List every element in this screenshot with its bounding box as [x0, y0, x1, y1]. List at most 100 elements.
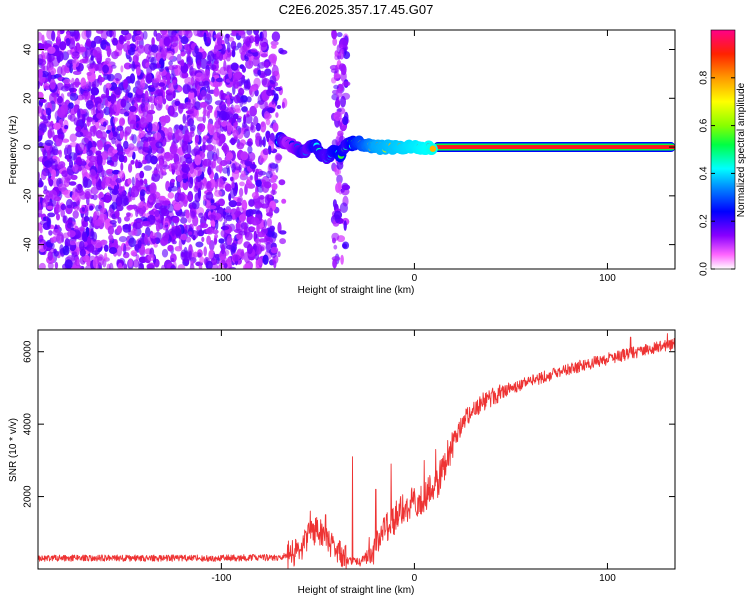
- spectrogram-noise-cell: [111, 127, 116, 132]
- spectrogram-noise-cell: [93, 35, 103, 44]
- spectrogram-noise-cell: [206, 235, 212, 245]
- spectrogram-ytick-label: 40: [23, 44, 34, 56]
- spectrogram-noise-cell: [57, 34, 61, 40]
- spectrogram-noise-cell: [271, 44, 277, 49]
- spectrogram-noise-cell: [58, 149, 63, 158]
- spectrogram-noise-cell: [202, 114, 206, 124]
- spectrogram-noise-cell: [232, 129, 239, 138]
- spectrogram-noise-cell: [183, 251, 191, 263]
- spectrogram-noise-cell: [225, 55, 231, 62]
- spectrogram-noise-cell: [226, 128, 232, 137]
- spectrogram-xtick-label: 0: [412, 273, 418, 284]
- spectrogram-noise-cell: [174, 246, 183, 252]
- spectrogram-noise-cell: [205, 260, 213, 269]
- spectrogram-noise-cell: [143, 132, 152, 143]
- spectrogram-noise-cell: [254, 33, 260, 45]
- spectrogram-noise-cell: [260, 121, 265, 128]
- spectrogram-noise-cell: [47, 212, 56, 218]
- spectrogram-noise-cell: [208, 205, 217, 210]
- spectrogram-noise-cell: [106, 129, 111, 134]
- spectrogram-noise-cell: [217, 117, 222, 126]
- spectrogram-noise-cell: [91, 231, 98, 242]
- snr-xtick-label: 0: [412, 573, 418, 584]
- spectrogram-noise-cell: [239, 187, 244, 197]
- spectrogram-noise-cell: [199, 182, 205, 191]
- spectrogram-noise-cell: [137, 239, 142, 249]
- spectrogram-ytick-label: -40: [23, 237, 34, 252]
- spectrogram-noise-cell: [114, 209, 120, 219]
- spectrogram-noise-cell: [213, 109, 218, 119]
- spectrogram-noise-cell: [226, 235, 232, 247]
- spectrogram-noise-cell: [195, 225, 201, 231]
- spectrogram-noise-cell: [245, 141, 253, 146]
- spectrogram-noise-cell: [97, 133, 103, 138]
- spectrogram-signal: [274, 132, 675, 165]
- spectrogram-noise-cell: [154, 209, 160, 218]
- spectrogram-noise-cell: [79, 46, 87, 53]
- spectrogram-noise-cell: [76, 259, 80, 266]
- spectrogram-noise-cell: [194, 134, 200, 144]
- spectrogram-noise-cell: [192, 235, 196, 241]
- spectrogram-noise-cell: [150, 155, 158, 165]
- spectrogram-noise-cell: [176, 174, 183, 183]
- spectrogram-noise-cell: [85, 99, 94, 110]
- spectrogram-noise-cell: [277, 251, 281, 258]
- spectrogram-noise-cell: [232, 214, 236, 221]
- spectrogram-noise-cell: [270, 40, 279, 46]
- spectrogram-noise-cell: [220, 244, 226, 255]
- spectrogram-noise-cell: [333, 111, 342, 122]
- spectrogram-noise-cell: [233, 104, 241, 113]
- spectrogram-noise-cell: [86, 244, 95, 252]
- spectrogram-noise-cell: [159, 38, 163, 47]
- spectrogram-noise-cell: [47, 251, 53, 261]
- spectrogram-noise-cell: [43, 149, 48, 160]
- spectrogram-noise-cell: [243, 222, 248, 233]
- snr-frame: [37, 329, 676, 570]
- spectrogram-noise-cell: [150, 103, 155, 111]
- spectrogram-noise-cell: [240, 74, 246, 85]
- spectrogram-noise-cell: [202, 136, 207, 144]
- spectrogram-noise-cell: [129, 136, 133, 141]
- spectrogram-noise-cell: [200, 89, 207, 100]
- spectrogram-noise-cell: [218, 162, 223, 174]
- spectrogram-noise-cell: [131, 227, 138, 236]
- signal-blob: [429, 145, 437, 152]
- spectrogram-xlabel: Height of straight line (km): [298, 285, 415, 296]
- spectrogram-noise-cell: [135, 254, 140, 262]
- colorbar-gradient: [710, 29, 736, 270]
- spectrogram-noise-cell: [100, 207, 107, 214]
- spectrogram-noise-cell: [86, 149, 93, 157]
- spectrogram-noise-cell: [195, 72, 204, 82]
- spectrogram-noise-cell: [235, 222, 240, 229]
- spectrogram-noise-cell: [159, 168, 164, 180]
- spectrogram-noise-cell: [148, 210, 155, 216]
- chart-title: C2E6.2025.357.17.45.G07: [279, 2, 434, 17]
- spectrogram-noise-cell: [230, 182, 235, 189]
- spectrogram-noise-cell: [63, 78, 72, 85]
- spectrogram-noise-cell: [96, 113, 103, 119]
- spectrogram-noise-cell: [261, 76, 268, 86]
- spectrogram-noise-cell: [74, 77, 80, 88]
- spectrogram-noise-cell: [172, 79, 177, 86]
- spectrogram-noise-cell: [55, 137, 63, 147]
- spectrogram-noise-cell: [170, 105, 174, 116]
- spectrogram-noise-cell: [183, 199, 188, 207]
- spectrogram-noise-cell: [198, 123, 203, 131]
- spectrogram-noise-cell: [58, 161, 66, 169]
- spectrogram-noise-cell: [218, 238, 225, 244]
- colorbar-tick-label: 0.4: [699, 166, 710, 180]
- spectrogram-noise-cell: [202, 158, 212, 167]
- spectrogram-noise-cell: [83, 216, 90, 222]
- spectrogram-noise-cell: [136, 40, 140, 45]
- spectrogram-noise-cell: [49, 92, 57, 104]
- spectrogram-noise-cell: [256, 209, 260, 215]
- spectrogram-noise-cell: [180, 217, 188, 224]
- spectrogram-noise-cell: [73, 30, 80, 40]
- spectrogram-noise-cell: [56, 95, 63, 104]
- spectrogram-noise-cell: [336, 44, 342, 54]
- spectrogram-noise-cell: [265, 241, 272, 253]
- spectrogram-noise-cell: [38, 207, 43, 218]
- spectrogram-noise-cell: [61, 138, 70, 143]
- spectrogram-noise-cell: [103, 121, 107, 127]
